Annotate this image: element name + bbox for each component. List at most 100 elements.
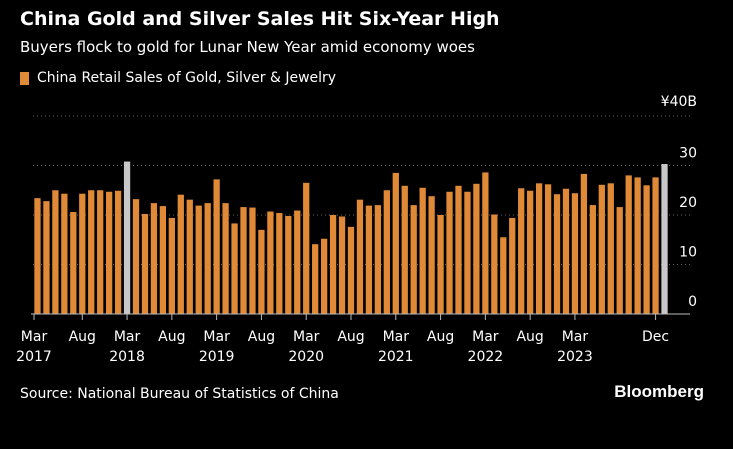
bar bbox=[329, 215, 337, 314]
x-tick-year-label: 2018 bbox=[109, 349, 145, 365]
bar bbox=[428, 196, 435, 314]
bar bbox=[303, 182, 310, 314]
y-tick-label: 20 bbox=[679, 195, 697, 211]
bar bbox=[616, 207, 623, 314]
x-tick-label: Mar bbox=[203, 329, 230, 345]
bar bbox=[267, 211, 274, 314]
bar bbox=[383, 190, 390, 314]
bar bbox=[598, 184, 605, 314]
x-tick-year-label: 2022 bbox=[468, 349, 504, 365]
bar bbox=[34, 198, 41, 314]
bar bbox=[43, 201, 50, 314]
bar bbox=[132, 199, 140, 314]
bar bbox=[410, 205, 417, 314]
x-tick-year-label: 2021 bbox=[378, 349, 414, 365]
bar bbox=[70, 212, 77, 314]
highlight-bar bbox=[123, 161, 131, 314]
bar bbox=[97, 190, 104, 314]
bar bbox=[509, 217, 516, 314]
bar bbox=[455, 185, 462, 314]
x-tick-label: Aug bbox=[427, 329, 454, 345]
y-tick-label: 10 bbox=[679, 245, 697, 261]
bar bbox=[643, 185, 650, 314]
chart-subtitle: Buyers flock to gold for Lunar New Year … bbox=[20, 38, 475, 56]
bar bbox=[625, 175, 632, 314]
x-tick-label: Mar bbox=[562, 329, 589, 345]
x-tick-year-label: 2019 bbox=[199, 349, 235, 365]
bar bbox=[446, 191, 453, 314]
bar bbox=[249, 207, 256, 314]
bar bbox=[500, 237, 507, 314]
bar bbox=[437, 215, 444, 314]
chart-title: China Gold and Silver Sales Hit Six-Year… bbox=[20, 8, 500, 30]
bar bbox=[491, 214, 498, 314]
bar bbox=[365, 205, 373, 314]
brand-logo: Bloomberg bbox=[614, 382, 704, 401]
bar bbox=[312, 244, 319, 314]
bar bbox=[177, 194, 184, 314]
bar bbox=[347, 226, 355, 314]
x-tick-year-label: 2017 bbox=[16, 349, 52, 365]
bar bbox=[258, 229, 265, 314]
bar bbox=[141, 214, 149, 314]
bar bbox=[150, 203, 158, 314]
bar bbox=[320, 238, 328, 314]
bar bbox=[213, 179, 220, 314]
bar bbox=[240, 207, 247, 314]
bar bbox=[518, 188, 525, 314]
bar bbox=[589, 205, 596, 314]
bar bbox=[419, 187, 426, 314]
bar bbox=[535, 183, 543, 314]
bar bbox=[195, 205, 202, 314]
bar bbox=[88, 190, 95, 314]
bar bbox=[106, 191, 113, 314]
bar bbox=[231, 223, 238, 314]
bar bbox=[338, 216, 346, 314]
x-tick-label: Mar bbox=[21, 329, 48, 345]
bar bbox=[294, 210, 301, 314]
y-tick-label: ¥40B bbox=[661, 94, 697, 110]
bar bbox=[159, 206, 167, 314]
bar bbox=[61, 193, 68, 314]
x-tick-label: Mar bbox=[383, 329, 410, 345]
x-tick-label: Mar bbox=[293, 329, 320, 345]
highlight-bar bbox=[661, 164, 668, 314]
x-tick-year-label: 2020 bbox=[288, 349, 324, 365]
bar bbox=[374, 205, 382, 314]
bar bbox=[114, 190, 122, 314]
bar bbox=[571, 193, 579, 314]
y-tick-label: 0 bbox=[688, 294, 697, 310]
bar bbox=[204, 203, 211, 314]
bar bbox=[276, 213, 283, 314]
source-note: Source: National Bureau of Statistics of… bbox=[20, 386, 339, 402]
bar bbox=[401, 185, 408, 314]
bar bbox=[482, 172, 489, 314]
y-tick-label: 30 bbox=[679, 146, 697, 162]
x-tick-label: Dec bbox=[642, 329, 669, 345]
bar bbox=[52, 190, 59, 314]
x-tick-label: Mar bbox=[114, 329, 141, 345]
bar bbox=[168, 217, 175, 314]
bar bbox=[544, 184, 552, 314]
bar bbox=[464, 191, 471, 314]
x-tick-year-label: 2023 bbox=[557, 349, 593, 365]
bar bbox=[473, 183, 480, 314]
legend: China Retail Sales of Gold, Silver & Jew… bbox=[20, 70, 336, 86]
bar bbox=[634, 177, 641, 314]
bar bbox=[392, 172, 399, 314]
bar bbox=[652, 177, 659, 314]
x-tick-label: Aug bbox=[69, 329, 96, 345]
bar bbox=[580, 173, 588, 314]
x-tick-label: Aug bbox=[248, 329, 275, 345]
bar bbox=[222, 203, 229, 314]
x-tick-label: Mar bbox=[472, 329, 499, 345]
bar bbox=[553, 194, 561, 314]
bar bbox=[527, 190, 534, 314]
legend-swatch bbox=[20, 71, 29, 85]
bar bbox=[186, 199, 193, 314]
x-tick-label: Aug bbox=[516, 329, 543, 345]
bar bbox=[607, 183, 614, 314]
bar bbox=[356, 199, 364, 314]
x-tick-label: Aug bbox=[337, 329, 364, 345]
